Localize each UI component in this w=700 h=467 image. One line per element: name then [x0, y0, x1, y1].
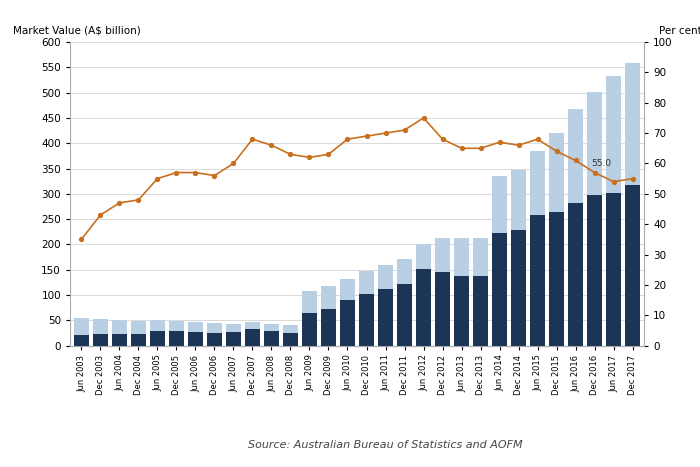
Proportion held by Non-Residents (RHS): [552, 149, 561, 154]
Proportion held by Non-Residents (RHS): [116, 200, 124, 205]
Bar: [112, 334, 127, 346]
Bar: [492, 233, 507, 346]
Proportion held by Non-Residents (RHS): [457, 145, 466, 151]
Proportion held by Non-Residents (RHS): [134, 197, 143, 203]
Bar: [132, 334, 146, 346]
Bar: [492, 176, 507, 346]
Bar: [359, 271, 374, 346]
Bar: [265, 324, 279, 346]
Proportion held by Non-Residents (RHS): [533, 136, 542, 142]
Proportion held by Non-Residents (RHS): [514, 142, 523, 148]
Proportion held by Non-Residents (RHS): [230, 161, 238, 166]
Bar: [150, 320, 164, 346]
Bar: [265, 332, 279, 346]
Proportion held by Non-Residents (RHS): [571, 157, 580, 163]
Proportion held by Non-Residents (RHS): [629, 176, 637, 181]
Bar: [226, 333, 241, 346]
Bar: [435, 238, 449, 346]
Bar: [454, 238, 469, 346]
Bar: [226, 324, 241, 346]
Bar: [512, 230, 526, 346]
Proportion held by Non-Residents (RHS): [419, 115, 428, 120]
Bar: [416, 269, 430, 346]
Bar: [587, 195, 602, 346]
Bar: [321, 286, 335, 346]
Text: 55.0: 55.0: [591, 160, 611, 169]
Bar: [132, 321, 146, 346]
Bar: [606, 193, 621, 346]
Bar: [550, 133, 564, 346]
Bar: [188, 322, 202, 346]
Proportion held by Non-Residents (RHS): [610, 179, 618, 184]
Bar: [169, 321, 183, 346]
Proportion held by Non-Residents (RHS): [343, 136, 351, 142]
Text: Source: Australian Bureau of Statistics and AOFM: Source: Australian Bureau of Statistics …: [248, 440, 522, 450]
Proportion held by Non-Residents (RHS): [496, 139, 504, 145]
Proportion held by Non-Residents (RHS): [267, 142, 276, 148]
Proportion held by Non-Residents (RHS): [96, 212, 104, 218]
Proportion held by Non-Residents (RHS): [305, 155, 314, 160]
Bar: [93, 334, 108, 346]
Bar: [340, 279, 355, 346]
Text: Per cent: Per cent: [659, 26, 700, 36]
Proportion held by Non-Residents (RHS): [77, 236, 85, 242]
Bar: [321, 309, 335, 346]
Bar: [587, 92, 602, 346]
Bar: [245, 322, 260, 346]
Proportion held by Non-Residents (RHS): [210, 173, 218, 178]
Bar: [550, 212, 564, 346]
Bar: [531, 151, 545, 346]
Bar: [245, 329, 260, 346]
Bar: [302, 291, 316, 346]
Bar: [284, 333, 298, 346]
Proportion held by Non-Residents (RHS): [400, 127, 409, 133]
Bar: [568, 109, 582, 346]
Bar: [359, 294, 374, 346]
Bar: [93, 319, 108, 346]
Bar: [340, 300, 355, 346]
Proportion held by Non-Residents (RHS): [286, 151, 295, 157]
Line: Proportion held by Non-Residents (RHS): Proportion held by Non-Residents (RHS): [80, 116, 634, 241]
Bar: [398, 259, 412, 346]
Bar: [188, 332, 202, 346]
Bar: [207, 323, 222, 346]
Bar: [284, 325, 298, 346]
Bar: [207, 333, 222, 346]
Bar: [626, 184, 640, 346]
Proportion held by Non-Residents (RHS): [248, 136, 257, 142]
Proportion held by Non-Residents (RHS): [172, 170, 181, 175]
Bar: [74, 335, 88, 346]
Proportion held by Non-Residents (RHS): [363, 133, 371, 139]
Bar: [379, 265, 393, 346]
Bar: [626, 63, 640, 346]
Bar: [606, 77, 621, 346]
Bar: [398, 284, 412, 346]
Bar: [435, 272, 449, 346]
Proportion held by Non-Residents (RHS): [153, 176, 162, 181]
Bar: [454, 276, 469, 346]
Bar: [473, 238, 488, 346]
Proportion held by Non-Residents (RHS): [476, 145, 484, 151]
Bar: [416, 244, 430, 346]
Bar: [150, 332, 164, 346]
Bar: [379, 289, 393, 346]
Bar: [112, 320, 127, 346]
Proportion held by Non-Residents (RHS): [438, 136, 447, 142]
Bar: [512, 170, 526, 346]
Bar: [302, 313, 316, 346]
Proportion held by Non-Residents (RHS): [590, 170, 598, 175]
Proportion held by Non-Residents (RHS): [382, 130, 390, 136]
Bar: [169, 332, 183, 346]
Text: Market Value (A$ billion): Market Value (A$ billion): [13, 26, 140, 36]
Proportion held by Non-Residents (RHS): [191, 170, 200, 175]
Proportion held by Non-Residents (RHS): [324, 151, 332, 157]
Bar: [473, 276, 488, 346]
Bar: [74, 318, 88, 346]
Bar: [568, 203, 582, 346]
Bar: [531, 215, 545, 346]
